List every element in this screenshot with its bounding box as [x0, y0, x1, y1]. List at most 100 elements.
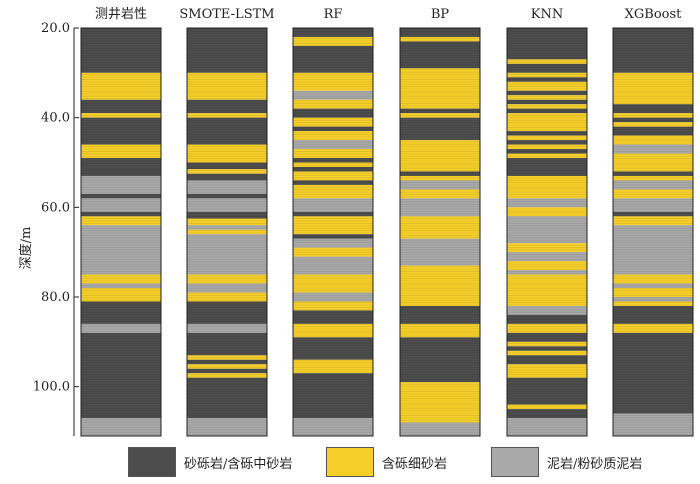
layer-sand — [187, 292, 267, 302]
column-title: SMOTE-LSTM — [179, 7, 274, 22]
layer-sand — [293, 117, 373, 127]
column-hatching — [613, 28, 693, 435]
layer-sand — [613, 274, 693, 284]
layer-mud — [400, 198, 480, 217]
layer-gravel — [187, 301, 267, 324]
layer-gravel — [293, 234, 373, 239]
layer-sand — [81, 274, 161, 284]
y-tick-label: 100.0 — [33, 380, 70, 395]
layer-gravel — [187, 377, 267, 419]
layer-sand — [293, 36, 373, 46]
layer-sand — [293, 162, 373, 167]
layer-gravel — [81, 117, 161, 145]
layer-gravel — [507, 108, 587, 114]
layer-mud — [81, 418, 161, 436]
log-column-4: KNN — [506, 7, 588, 437]
layer-gravel — [400, 171, 480, 176]
layer-mud — [613, 180, 693, 190]
column-title: XGBoost — [625, 7, 683, 22]
layer-mud — [187, 198, 267, 212]
layer-mud — [400, 422, 480, 436]
layer-mud — [81, 175, 161, 194]
layer-gravel — [187, 173, 267, 181]
column-border — [292, 27, 374, 437]
layer-sand — [400, 382, 480, 423]
column-border — [612, 27, 694, 437]
layer-sand — [81, 144, 161, 159]
layer-gravel — [400, 108, 480, 114]
layer-sand — [400, 323, 480, 338]
layer-sand — [613, 216, 693, 226]
layer-mud — [293, 140, 373, 150]
layer-gravel — [507, 28, 587, 60]
layer-gravel — [400, 117, 480, 141]
layer-gravel — [400, 28, 480, 37]
layer-gravel — [293, 158, 373, 163]
layer-sand — [613, 175, 693, 181]
layer-gravel — [507, 131, 587, 136]
layer-sand — [507, 144, 587, 150]
layer-gravel — [293, 126, 373, 132]
column-border — [186, 27, 268, 437]
layer-mud — [400, 238, 480, 266]
layer-gravel — [613, 117, 693, 123]
column-title: 测井岩性 — [95, 7, 147, 22]
y-axis-label: 深度/m — [18, 227, 34, 270]
layer-sand — [187, 144, 267, 163]
layer-gravel — [187, 368, 267, 374]
layer-sand — [293, 274, 373, 293]
layer-sand — [507, 274, 587, 306]
layer-sand — [613, 189, 693, 199]
layer-sand — [507, 59, 587, 64]
layer-mud — [187, 418, 267, 436]
layer-mud — [187, 283, 267, 293]
layer-sand — [293, 359, 373, 374]
layer-gravel — [507, 355, 587, 365]
lithology-chart: 测井岩性 SMOTE-LSTM RF BP KNN XGBoost 20.0 40.0 60.… — [18, 7, 694, 437]
layer-gravel — [187, 211, 267, 219]
layer-sand — [293, 72, 373, 91]
layer-sand — [400, 140, 480, 172]
log-column-1: SMOTE-LSTM — [179, 7, 275, 437]
layer-mud — [81, 198, 161, 212]
column-hatching — [400, 28, 480, 435]
layer-mud — [293, 198, 373, 212]
layer-gravel — [613, 305, 693, 324]
layer-mud — [293, 238, 373, 248]
y-tick-label: 60.0 — [41, 200, 70, 215]
layer-gravel — [613, 126, 693, 136]
layer-mud — [187, 323, 267, 333]
column-hatching — [293, 28, 373, 435]
layer-sand — [293, 301, 373, 311]
layer-gravel — [613, 332, 693, 414]
columns-layer: 测井岩性 SMOTE-LSTM RF BP KNN XGBoost — [80, 7, 694, 437]
layer-sand — [81, 113, 161, 118]
layer-gravel — [293, 310, 373, 324]
layer-gravel — [507, 140, 587, 145]
layer-mud — [613, 297, 693, 302]
layer-sand — [507, 341, 587, 347]
layer-sand — [507, 135, 587, 141]
layer-gravel — [400, 305, 480, 324]
layer-sand — [187, 218, 267, 226]
layer-gravel — [81, 28, 161, 73]
layer-gravel — [187, 117, 267, 145]
layer-gravel — [507, 346, 587, 351]
layer-mud — [507, 270, 587, 275]
layer-sand — [507, 175, 587, 199]
layer-sand — [613, 135, 693, 145]
layer-mud — [613, 413, 693, 436]
layer-mud — [81, 225, 161, 275]
layer-gravel — [613, 28, 693, 73]
layer-sand — [507, 364, 587, 378]
log-column-0: 测井岩性 — [80, 7, 162, 437]
layer-mud — [613, 283, 693, 289]
layer-sand — [613, 153, 693, 172]
layer-sand — [507, 243, 587, 253]
column-title: KNN — [531, 7, 563, 22]
layer-gravel — [507, 99, 587, 105]
layer-gravel — [81, 332, 161, 419]
layer-gravel — [81, 158, 161, 176]
layer-sand — [293, 171, 373, 181]
legend-item-mud: 泥岩/粉砂质泥岩 — [491, 446, 642, 478]
